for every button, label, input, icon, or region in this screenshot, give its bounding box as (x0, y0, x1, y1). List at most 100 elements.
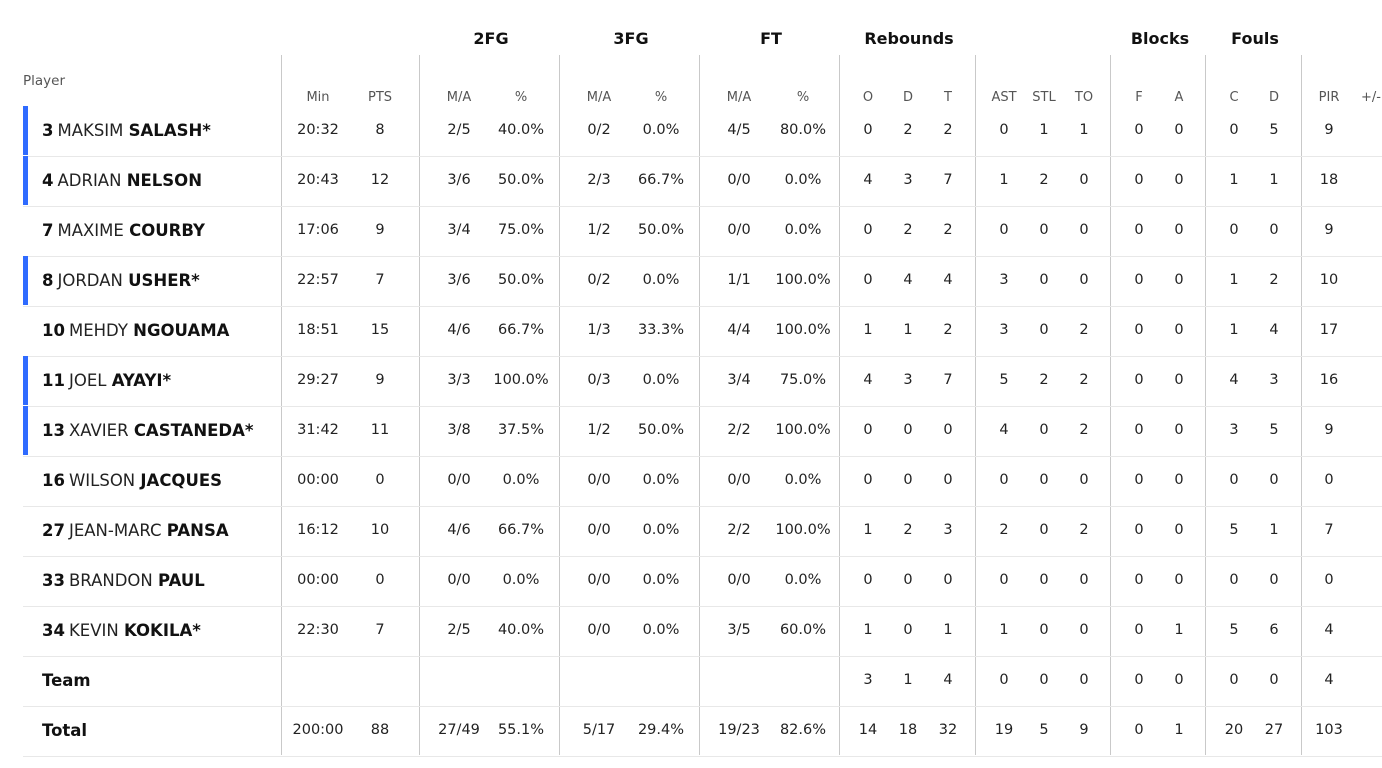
column-header-min: Min (306, 90, 330, 105)
player-last-name: USHER* (128, 271, 200, 290)
stat-2fg-pct: 0.0% (502, 572, 540, 588)
stat-blk-f: 0 (1134, 472, 1144, 488)
player-row[interactable]: 16 WILSON JACQUES 00:00 0 0/0 0.0% 0/0 0.0% 0/0 0… (23, 456, 1382, 507)
player-column-header: Player (23, 73, 66, 89)
stat-foul-c: 1 (1229, 272, 1239, 288)
player-row[interactable]: 10 MEHDY NGOUAMA 18:51 15 4/6 66.7% 1/3 33.3% 4/… (23, 306, 1382, 357)
player-name[interactable]: 11 JOEL AYAYI* (42, 356, 171, 405)
player-row[interactable]: 3 MAKSIM SALASH* 20:32 8 2/5 40.0% 0/2 0.0% 4/5 8… (23, 106, 1382, 157)
column-header-ft-pct: % (796, 90, 810, 105)
stat-3fg-ma: 5/17 (582, 722, 616, 738)
stat-2fg-pct: 50.0% (497, 172, 545, 188)
stat-stl: 0 (1039, 522, 1049, 538)
starter-indicator (23, 106, 28, 155)
stat-reb-t: 4 (943, 672, 953, 688)
player-row[interactable]: 7 MAXIME COURBY 17:06 9 3/4 75.0% 1/2 50.0% 0/0 0… (23, 206, 1382, 257)
player-name[interactable]: 3 MAKSIM SALASH* (42, 106, 211, 155)
column-divider (699, 55, 700, 755)
player-row[interactable]: 11 JOEL AYAYI* 29:27 9 3/3 100.0% 0/3 0.0% 3/4 75… (23, 356, 1382, 407)
stat-reb-o: 0 (863, 422, 873, 438)
player-row[interactable]: 13 XAVIER CASTANEDA* 31:42 11 3/8 37.5% 1/2 50.… (23, 406, 1382, 457)
stat-min: 22:30 (297, 622, 339, 638)
stat-min: 00:00 (297, 472, 339, 488)
stat-ft-ma: 19/23 (718, 722, 760, 738)
stat-reb-o: 1 (863, 622, 873, 638)
stat-2fg-ma: 2/5 (447, 622, 471, 638)
stat-foul-d: 0 (1269, 672, 1279, 688)
stat-ft-pct: 0.0% (784, 472, 822, 488)
stat-foul-c: 0 (1229, 222, 1239, 238)
column-header-reb-d: D (902, 90, 914, 105)
total-row: Total 200:00 88 27/49 55.1% 5/17 29.4% 19/23 82.… (23, 706, 1382, 757)
stat-2fg-pct: 66.7% (497, 522, 545, 538)
column-divider (839, 55, 840, 755)
player-name[interactable]: 10 MEHDY NGOUAMA (42, 306, 229, 355)
stat-stl: 0 (1039, 572, 1049, 588)
stat-foul-d: 27 (1264, 722, 1284, 738)
stat-min: 31:42 (297, 422, 339, 438)
stat-ast: 0 (999, 472, 1009, 488)
stat-2fg-ma: 4/6 (447, 322, 471, 338)
player-name[interactable]: 4 ADRIAN NELSON (42, 156, 202, 205)
player-name[interactable]: 34 KEVIN KOKILA* (42, 606, 201, 655)
starter-indicator (23, 256, 28, 305)
jersey-number: 7 (42, 221, 54, 240)
player-first-name: JOEL (68, 371, 107, 390)
stat-reb-d: 0 (903, 622, 913, 638)
player-row[interactable]: 33 BRANDON PAUL 00:00 0 0/0 0.0% 0/0 0.0% 0/0 0.0… (23, 556, 1382, 607)
player-last-name: JACQUES (140, 471, 223, 490)
player-first-name: KEVIN (68, 621, 119, 640)
stat-blk-f: 0 (1134, 222, 1144, 238)
stat-pts: 0 (375, 472, 385, 488)
stat-to: 0 (1079, 472, 1089, 488)
stat-reb-o: 0 (863, 222, 873, 238)
stat-reb-t: 7 (943, 172, 953, 188)
stat-ft-pct: 0.0% (784, 222, 822, 238)
player-name[interactable]: 13 XAVIER CASTANEDA* (42, 406, 254, 455)
stat-foul-c: 1 (1229, 322, 1239, 338)
stat-ft-pct: 100.0% (775, 422, 831, 438)
player-row[interactable]: 34 KEVIN KOKILA* 22:30 7 2/5 40.0% 0/0 0.0% 3/5 6… (23, 606, 1382, 657)
player-name[interactable]: 8 JORDAN USHER* (42, 256, 200, 305)
group-header-2fg: 2FG (473, 29, 509, 48)
player-last-name: PANSA (166, 521, 229, 540)
player-name[interactable]: 7 MAXIME COURBY (42, 206, 205, 255)
stat-reb-d: 3 (903, 372, 913, 388)
stat-reb-t: 0 (943, 472, 953, 488)
stat-stl: 5 (1039, 722, 1049, 738)
stat-2fg-ma: 4/6 (447, 522, 471, 538)
stat-foul-c: 0 (1229, 122, 1239, 138)
stat-ast: 0 (999, 222, 1009, 238)
stat-ast: 2 (999, 522, 1009, 538)
player-first-name: JORDAN (57, 271, 123, 290)
total-row-label: Total (42, 721, 88, 740)
stat-foul-d: 5 (1269, 422, 1279, 438)
stat-foul-d: 1 (1269, 522, 1279, 538)
jersey-number: 8 (42, 271, 54, 290)
jersey-number: 10 (42, 321, 65, 340)
stat-foul-d: 4 (1269, 322, 1279, 338)
player-first-name: XAVIER (68, 421, 129, 440)
stat-min: 00:00 (297, 572, 339, 588)
stat-pts: 7 (375, 622, 385, 638)
stat-blk-a: 0 (1174, 472, 1184, 488)
player-row[interactable]: 4 ADRIAN NELSON 20:43 12 3/6 50.0% 2/3 66.7% 0/0… (23, 156, 1382, 207)
player-name[interactable]: 16 WILSON JACQUES (42, 456, 222, 505)
stat-3fg-pct: 66.7% (637, 172, 685, 188)
team-row-label: Team (42, 671, 91, 690)
stat-pir: 9 (1324, 122, 1334, 138)
column-divider (559, 55, 560, 755)
jersey-number: 34 (42, 621, 65, 640)
player-first-name: ADRIAN (57, 171, 122, 190)
stat-pts: 7 (375, 272, 385, 288)
team-row: Team 3 1 4 0 0 0 0 0 0 0 4 (23, 656, 1382, 707)
stat-foul-c: 4 (1229, 372, 1239, 388)
player-row[interactable]: 8 JORDAN USHER* 22:57 7 3/6 50.0% 0/2 0.0% 1/1 10… (23, 256, 1382, 307)
stat-2fg-ma: 3/6 (447, 272, 471, 288)
column-header-reb-o: O (862, 90, 874, 105)
player-name[interactable]: 33 BRANDON PAUL (42, 556, 205, 605)
player-row[interactable]: 27 JEAN-MARC PANSA 16:12 10 4/6 66.7% 0/0 0.0% 2… (23, 506, 1382, 557)
stat-ast: 0 (999, 672, 1009, 688)
player-name[interactable]: 27 JEAN-MARC PANSA (42, 506, 229, 555)
stat-reb-d: 4 (903, 272, 913, 288)
